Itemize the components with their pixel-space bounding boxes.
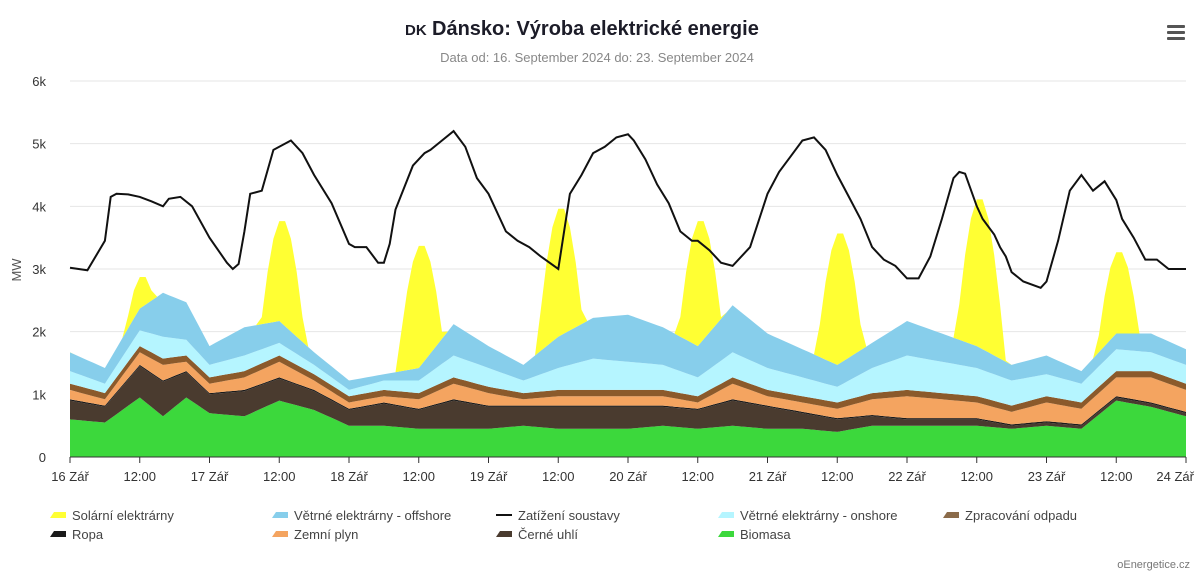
legend-item[interactable]: Zatížení soustavy [496, 508, 620, 523]
legend-area-icon [943, 512, 959, 518]
x-tick-label: 20 Zář [609, 469, 647, 484]
x-tick-label: 24 Zář [1156, 469, 1194, 484]
chart-title: Dánsko: Výroba elektrické energie [432, 18, 759, 40]
legend-item[interactable]: Zpracování odpadu [943, 508, 1077, 523]
area-zemni-plyn [70, 352, 1186, 425]
load-line-layer [69, 129, 1186, 289]
chart-subtitle: Data od: 16. September 2024 do: 23. Sept… [440, 50, 754, 65]
legend-item[interactable]: Solární elektrárny [50, 508, 174, 523]
credit-text: oEnergetice.cz [1117, 559, 1190, 571]
x-tick-label: 21 Zář [749, 469, 787, 484]
legend-item[interactable]: Zemní plyn [272, 527, 358, 542]
x-tick-label: 12:00 [1100, 469, 1133, 484]
legend-label: Větrné elektrárny - offshore [294, 508, 451, 523]
x-tick-label: 17 Zář [191, 469, 229, 484]
menu-line-icon [1167, 31, 1185, 34]
x-tick-label: 19 Zář [470, 469, 508, 484]
y-tick-label: 0 [39, 450, 46, 465]
country-code: DK [405, 22, 427, 39]
x-tick-label: 18 Zář [330, 469, 368, 484]
y-tick-label: 5k [32, 137, 46, 152]
y-axis-label: MW [9, 258, 24, 282]
area-zpracovani-odpadu [70, 346, 1186, 412]
legend-label: Černé uhlí [518, 527, 578, 542]
x-tick-label: 16 Zář [51, 469, 89, 484]
legend-item[interactable]: Ropa [50, 527, 104, 542]
legend-label: Zatížení soustavy [518, 508, 620, 523]
x-tick-label: 12:00 [123, 469, 156, 484]
legend-area-icon [50, 512, 66, 518]
legend-item[interactable]: Větrné elektrárny - onshore [718, 508, 898, 523]
x-tick-label: 12:00 [542, 469, 575, 484]
legend-item[interactable]: Biomasa [718, 527, 791, 542]
y-tick-label: 6k [32, 74, 46, 89]
line-zatizeni-soustavy [69, 129, 1186, 289]
x-tick-label: 12:00 [402, 469, 435, 484]
legend-label: Solární elektrárny [72, 508, 174, 523]
x-tick-label: 23 Zář [1028, 469, 1066, 484]
menu-line-icon [1167, 25, 1185, 28]
area-vetrne-elektrarny-offshore [70, 292, 1186, 390]
y-tick-label: 4k [32, 199, 46, 214]
area-solarni-elektrarny [70, 199, 1186, 381]
y-tick-label: 3k [32, 262, 46, 277]
x-tick-label: 12:00 [821, 469, 854, 484]
menu-line-icon [1167, 37, 1185, 40]
y-tick-label: 1k [32, 387, 46, 402]
legend: Solární elektrárny Větrné elektrárny - of… [50, 508, 1077, 542]
area-biomasa [70, 397, 1186, 457]
legend-label: Biomasa [740, 527, 791, 542]
chart-menu-button[interactable] [1164, 22, 1188, 44]
legend-label: Zemní plyn [294, 527, 358, 542]
area-cerne-uhli [70, 366, 1186, 432]
legend-label: Ropa [72, 527, 104, 542]
legend-area-icon [718, 531, 734, 537]
legend-item[interactable]: Větrné elektrárny - offshore [272, 508, 451, 523]
stacked-areas [70, 199, 1186, 457]
y-tick-label: 2k [32, 325, 46, 340]
legend-area-icon [496, 531, 512, 537]
legend-label: Zpracování odpadu [965, 508, 1077, 523]
legend-area-icon [272, 512, 288, 518]
x-tick-label: 12:00 [681, 469, 714, 484]
legend-area-icon [272, 531, 288, 537]
legend-area-icon [50, 531, 66, 537]
legend-label: Větrné elektrárny - onshore [740, 508, 898, 523]
x-tick-label: 12:00 [263, 469, 296, 484]
area-vetrne-elektrarny-onshore [70, 330, 1186, 406]
legend-area-icon [718, 512, 734, 518]
legend-item[interactable]: Černé uhlí [496, 527, 578, 542]
x-tick-label: 22 Zář [888, 469, 926, 484]
axes: 0 1k 2k 3k 4k 5k 6k 16 Zář 12:00 17 Zář 12:00 18 Zá… [32, 74, 1194, 484]
chart-header: DK Dánsko: Výroba elektrické energie Dat… [405, 18, 759, 65]
x-tick-label: 12:00 [960, 469, 993, 484]
